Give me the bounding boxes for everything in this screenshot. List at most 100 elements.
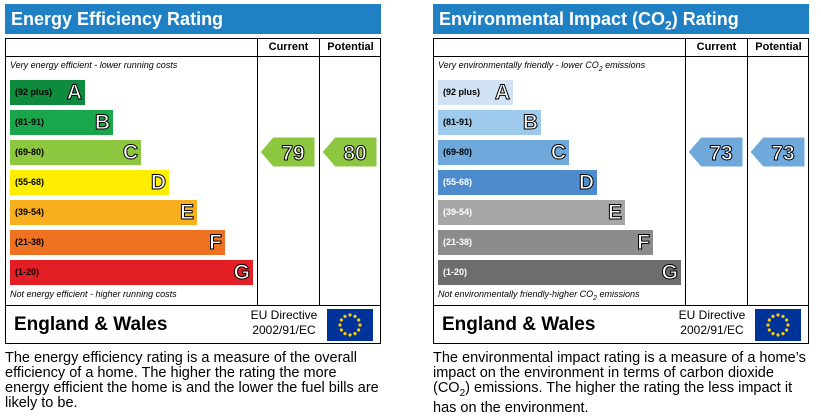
potential-rating-arrow: 80 — [322, 137, 378, 167]
current-arrow-shape — [688, 137, 744, 167]
eu-star — [771, 332, 775, 336]
bottom-note: Not environmentally friendly-higher CO2 … — [438, 289, 640, 302]
band-letter: G — [233, 261, 250, 285]
eu-star — [785, 328, 789, 332]
band-range-label: (92 plus) — [443, 87, 481, 97]
rating-band-d: (55-68) D — [10, 170, 169, 195]
eu-star — [339, 318, 343, 322]
region-label: England & Wales — [442, 314, 596, 335]
eu-star — [767, 328, 771, 332]
band-letter: G — [661, 261, 678, 285]
bottom-note-text: Not environmentally friendly-higher CO — [438, 289, 594, 299]
band-range-label: (69-80) — [15, 147, 45, 157]
bottom-note-text-end: emissions — [596, 289, 640, 299]
header-divider — [6, 56, 380, 57]
band-letter: E — [607, 201, 622, 225]
description-text: The environmental impact rating is a mea… — [433, 350, 806, 396]
top-note-subscript: 2 — [598, 65, 603, 73]
eu-star — [348, 313, 352, 317]
column-divider — [747, 39, 748, 305]
band-letter: F — [637, 231, 651, 255]
potential-column-header: Potential — [327, 41, 374, 53]
rating-band-f: (21-38) F — [10, 230, 225, 255]
band-letter: B — [94, 111, 110, 135]
eu-flag-icon — [755, 309, 801, 341]
potential-arrow-shape — [750, 137, 806, 167]
description-subscript: 2 — [459, 387, 466, 399]
eu-star — [771, 314, 775, 318]
eu-star — [776, 333, 780, 337]
potential-arrow-shape — [322, 137, 378, 167]
band-range-label: (1-20) — [15, 267, 40, 277]
eu-star — [343, 314, 347, 318]
band-letter: C — [122, 141, 138, 165]
current-rating-arrow: 79 — [260, 137, 316, 167]
region-label: England & Wales — [14, 314, 168, 335]
band-letter: B — [522, 111, 538, 135]
eu-star — [781, 314, 785, 318]
band-range-label: (1-20) — [443, 267, 468, 277]
eu-star — [357, 318, 361, 322]
top-note: Very environmentally friendly - lower CO… — [438, 60, 645, 73]
directive-line-2: 2002/91/EC — [680, 323, 744, 337]
bottom-note: Not energy efficient - higher running co… — [10, 289, 177, 299]
rating-band-d: (55-68) D — [438, 170, 597, 195]
rating-band-c: (69-80) C — [10, 140, 141, 165]
environment-description: The environmental impact rating is a mea… — [433, 351, 809, 416]
band-range-label: (81-91) — [443, 117, 473, 127]
current-rating-value: 79 — [281, 142, 304, 165]
title-subscript: 2 — [665, 18, 672, 33]
footer-divider — [6, 305, 380, 306]
bottom-note-subscript: 2 — [593, 294, 597, 302]
eu-star — [348, 333, 352, 337]
footer-divider — [434, 305, 808, 306]
directive-line-1: EU Directive — [678, 308, 746, 322]
current-arrow-shape — [260, 137, 316, 167]
column-divider — [319, 39, 320, 305]
directive-line-1: EU Directive — [250, 308, 318, 322]
band-letter: E — [179, 201, 194, 225]
eu-star — [353, 332, 357, 336]
potential-rating-value: 80 — [343, 142, 366, 165]
band-letter: C — [550, 141, 566, 165]
band-letter: A — [494, 81, 510, 105]
eu-star — [776, 313, 780, 317]
eu-star — [343, 332, 347, 336]
eu-star — [353, 314, 357, 318]
energy-title: Energy Efficiency Rating — [5, 4, 381, 34]
rating-band-g: (1-20) G — [10, 260, 253, 285]
band-range-label: (21-38) — [443, 237, 473, 247]
top-note-text-end: emissions — [602, 60, 646, 70]
eu-star — [781, 332, 785, 336]
description-text-end: ) emissions. The higher the rating the l… — [433, 380, 793, 416]
rating-band-g: (1-20) G — [438, 260, 681, 285]
rating-band-a: (92 plus) A — [10, 80, 85, 105]
band-range-label: (55-68) — [15, 177, 45, 187]
band-letter: D — [150, 171, 166, 195]
title-text-end: ) Rating — [671, 9, 739, 29]
environmental-impact-panel: Environmental Impact (CO2) Rating Curren… — [433, 4, 809, 415]
environment-chart: Current Potential Very environmentally f… — [433, 38, 809, 344]
current-column-header: Current — [696, 41, 737, 53]
band-range-label: (81-91) — [15, 117, 45, 127]
current-rating-value: 73 — [709, 142, 732, 165]
directive-line-2: 2002/91/EC — [252, 323, 316, 337]
eu-directive-label: EU Directive 2002/91/EC — [672, 308, 752, 338]
band-range-label: (39-54) — [15, 207, 45, 217]
current-rating-arrow: 73 — [688, 137, 744, 167]
eu-star — [338, 323, 342, 327]
band-range-label: (21-38) — [15, 237, 45, 247]
rating-band-b: (81-91) B — [10, 110, 113, 135]
band-range-label: (39-54) — [443, 207, 473, 217]
potential-column-header: Potential — [755, 41, 802, 53]
top-note: Very energy efficient - lower running co… — [10, 60, 178, 70]
band-letter: D — [578, 171, 594, 195]
title-text: Environmental Impact (CO — [439, 9, 666, 29]
rating-band-e: (39-54) E — [10, 200, 197, 225]
eu-star — [358, 323, 362, 327]
energy-efficiency-panel: Energy Efficiency Rating Current Potenti… — [5, 4, 381, 411]
current-column-header: Current — [268, 41, 309, 53]
eu-star — [767, 318, 771, 322]
top-note-text: Very environmentally friendly - lower CO — [438, 60, 599, 70]
eu-flag-icon — [327, 309, 373, 341]
